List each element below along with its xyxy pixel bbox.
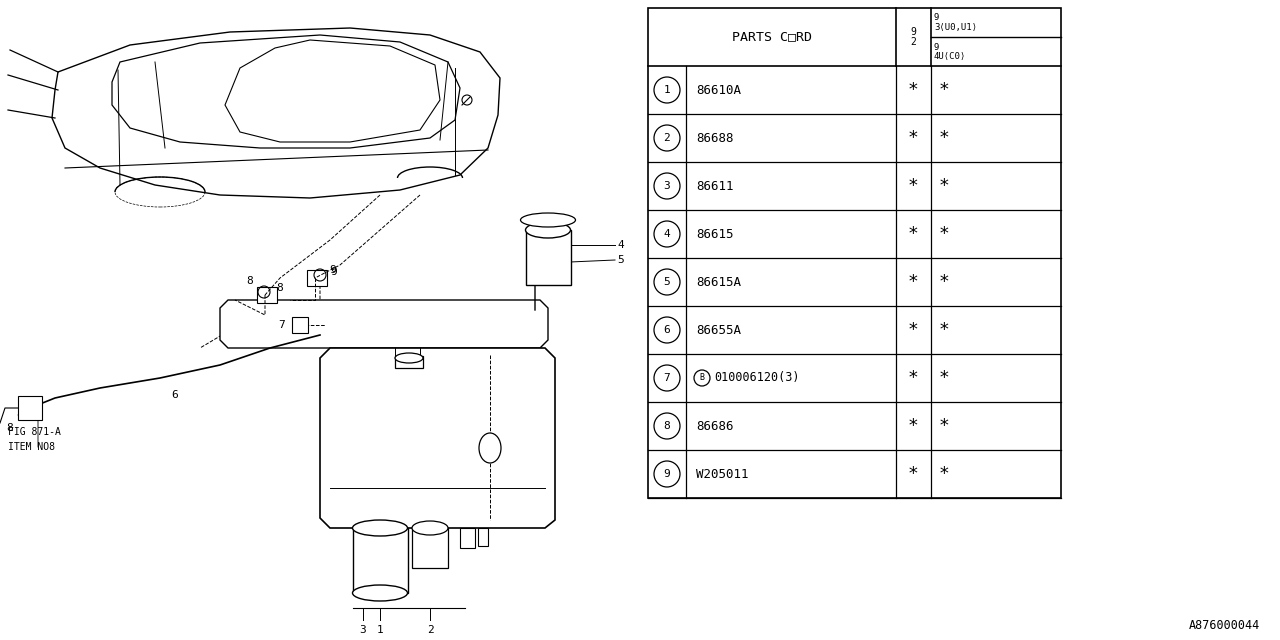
Bar	[460, 528, 475, 548]
Text: *: *	[940, 129, 950, 147]
Text: *: *	[940, 417, 950, 435]
Text: 86611: 86611	[696, 179, 733, 193]
Text: 5: 5	[663, 277, 671, 287]
Polygon shape	[320, 348, 556, 528]
Text: FIG 871-A: FIG 871-A	[8, 427, 61, 437]
Polygon shape	[220, 300, 548, 348]
Bar	[648, 8, 1061, 498]
Text: 86615A: 86615A	[696, 275, 741, 289]
Ellipse shape	[352, 585, 407, 601]
Text: 6: 6	[663, 325, 671, 335]
Text: 9
2: 9 2	[910, 27, 916, 47]
Text: *: *	[940, 465, 950, 483]
Text: 86655A: 86655A	[696, 323, 741, 337]
Text: *: *	[908, 417, 919, 435]
Text: *: *	[908, 369, 919, 387]
Text: 7: 7	[663, 373, 671, 383]
Text: *: *	[908, 177, 919, 195]
Text: *: *	[908, 273, 919, 291]
Text: 6: 6	[172, 390, 178, 400]
Text: 9: 9	[330, 267, 337, 277]
Text: 1: 1	[663, 85, 671, 95]
Polygon shape	[225, 40, 440, 142]
Text: *: *	[940, 225, 950, 243]
Text: 86688: 86688	[696, 131, 733, 145]
Text: *: *	[940, 321, 950, 339]
Ellipse shape	[521, 213, 576, 227]
Polygon shape	[257, 287, 276, 303]
Bar	[18, 396, 42, 420]
Text: *: *	[940, 369, 950, 387]
Polygon shape	[113, 35, 460, 148]
Text: *: *	[908, 129, 919, 147]
Text: 3: 3	[360, 625, 366, 635]
Ellipse shape	[396, 353, 422, 363]
Text: *: *	[908, 321, 919, 339]
Ellipse shape	[352, 520, 407, 536]
Text: 8: 8	[247, 276, 253, 286]
Ellipse shape	[412, 521, 448, 535]
Text: *: *	[940, 273, 950, 291]
Ellipse shape	[526, 222, 571, 238]
Text: 9: 9	[330, 265, 337, 275]
Text: 86686: 86686	[696, 419, 733, 433]
Text: 9
3⟨U0,U1⟩: 9 3⟨U0,U1⟩	[934, 13, 977, 31]
Text: 8: 8	[276, 283, 283, 293]
Text: 2: 2	[426, 625, 434, 635]
Text: *: *	[940, 81, 950, 99]
Bar	[477, 528, 488, 546]
Text: *: *	[908, 465, 919, 483]
Bar	[526, 230, 571, 285]
Text: 86615: 86615	[696, 227, 733, 241]
Text: 4: 4	[663, 229, 671, 239]
Text: 010006120(3): 010006120(3)	[714, 371, 800, 385]
Text: *: *	[940, 177, 950, 195]
Ellipse shape	[479, 433, 500, 463]
Text: 7: 7	[278, 320, 285, 330]
Text: 4: 4	[617, 240, 623, 250]
Text: 3: 3	[663, 181, 671, 191]
Text: *: *	[908, 225, 919, 243]
Text: ITEM NO8: ITEM NO8	[8, 442, 55, 452]
Bar	[412, 528, 448, 568]
Text: 9: 9	[663, 469, 671, 479]
Text: 8: 8	[6, 423, 13, 433]
Polygon shape	[307, 270, 326, 286]
Bar	[396, 356, 422, 368]
Text: 2: 2	[663, 133, 671, 143]
Text: W205011: W205011	[696, 467, 749, 481]
Text: 5: 5	[617, 255, 623, 265]
Text: 8: 8	[663, 421, 671, 431]
Text: 86610A: 86610A	[696, 83, 741, 97]
Bar	[292, 317, 308, 333]
Text: PARTS C□RD: PARTS C□RD	[732, 31, 812, 44]
Text: *: *	[908, 81, 919, 99]
Text: B: B	[699, 374, 704, 383]
Text: A876000044: A876000044	[1189, 619, 1260, 632]
Text: 9
4U⟨C0⟩: 9 4U⟨C0⟩	[934, 42, 966, 61]
Text: 1: 1	[376, 625, 384, 635]
Polygon shape	[52, 28, 500, 198]
Bar	[353, 528, 408, 593]
